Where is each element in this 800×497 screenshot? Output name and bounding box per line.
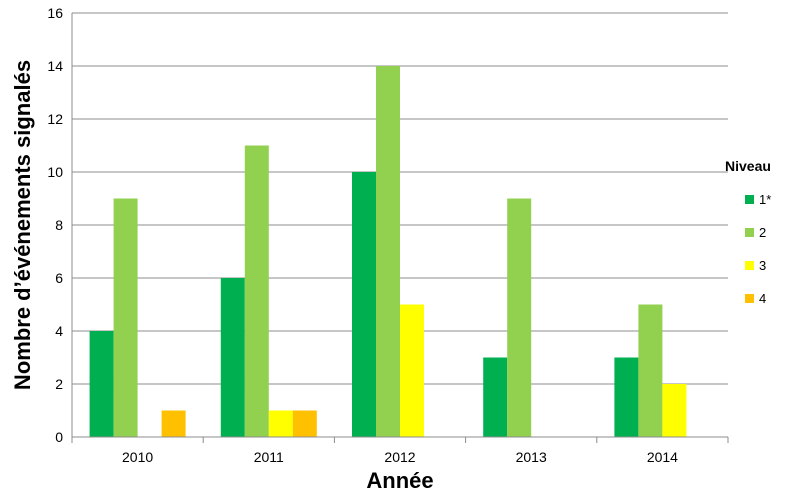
- x-axis-title: Année: [366, 468, 433, 493]
- y-tick-label: 2: [55, 376, 63, 392]
- bar-2010-level-4: [161, 410, 186, 437]
- x-tick-label: 2014: [647, 449, 678, 465]
- bar-2012-level-2: [376, 66, 400, 437]
- x-tick-label: 2013: [516, 449, 547, 465]
- y-axis-title: Nombre d’événements signalés: [10, 60, 35, 390]
- bar-2014-level-2: [638, 304, 663, 437]
- x-tick-labels: 2010 2011 2012 2013 2014: [122, 449, 678, 465]
- legend-label: 4: [759, 291, 766, 306]
- legend-swatch: [745, 261, 754, 270]
- bar-2014-level-3: [662, 384, 687, 437]
- legend-swatch: [745, 228, 754, 237]
- y-tick-label: 10: [47, 164, 63, 180]
- y-tick-label: 12: [47, 111, 63, 127]
- legend-label: 1*: [759, 192, 771, 207]
- bar-2012-level-3: [400, 304, 424, 437]
- legend-swatch: [745, 294, 754, 303]
- bar-2013-level-2: [507, 198, 532, 437]
- y-tick-label: 14: [47, 58, 63, 74]
- legend-label: 2: [759, 225, 766, 240]
- bar-2013-level-1star: [483, 357, 508, 437]
- bar-2010-level-2: [113, 198, 138, 437]
- y-tick-labels: 0 2 4 6 8 10 12 14 16: [47, 5, 63, 445]
- bar-2011-level-4: [292, 410, 317, 437]
- bar-2011-level-3: [268, 410, 293, 437]
- axes: [71, 13, 729, 443]
- bar-2011-level-2: [244, 145, 269, 437]
- y-tick-label: 16: [47, 5, 63, 21]
- y-tick-label: 0: [55, 429, 63, 445]
- x-tick-label: 2010: [122, 449, 153, 465]
- bar-2012-level-1star: [352, 172, 376, 437]
- x-tick-label: 2012: [384, 449, 415, 465]
- y-tick-label: 6: [55, 270, 63, 286]
- bars: [89, 66, 687, 437]
- bar-2010-level-1star: [89, 331, 114, 437]
- bar-2011-level-1star: [220, 278, 245, 437]
- bar-2014-level-1star: [614, 357, 639, 437]
- legend-swatch: [745, 195, 754, 204]
- y-tick-label: 8: [55, 217, 63, 233]
- legend: Niveau 1* 2 3 4: [725, 158, 771, 306]
- legend-title: Niveau: [725, 158, 771, 174]
- legend-label: 3: [759, 258, 766, 273]
- x-tick-label: 2011: [254, 449, 284, 465]
- y-tick-label: 4: [55, 323, 63, 339]
